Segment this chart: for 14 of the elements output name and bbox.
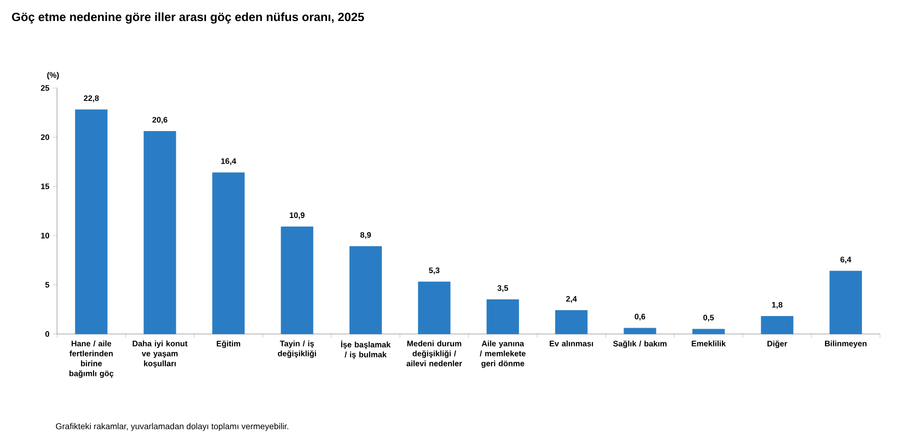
bar bbox=[212, 172, 245, 334]
bar bbox=[692, 328, 725, 334]
bar bbox=[760, 316, 794, 334]
bar bbox=[830, 270, 862, 334]
bar bbox=[349, 246, 382, 334]
bar bbox=[418, 282, 450, 334]
bar bbox=[75, 109, 108, 334]
chart-title: Göç etme nedenine göre iller arası göç eden nüfus oranı, 2025 bbox=[12, 12, 364, 24]
bar bbox=[144, 131, 176, 334]
bar bbox=[624, 328, 656, 334]
bar bbox=[486, 299, 519, 334]
text: Grafikteki rakamlar, yuvarlamadan dolayı toplamı vermeyebilir. bbox=[56, 423, 288, 431]
bar bbox=[280, 226, 314, 334]
bar bbox=[555, 310, 588, 334]
